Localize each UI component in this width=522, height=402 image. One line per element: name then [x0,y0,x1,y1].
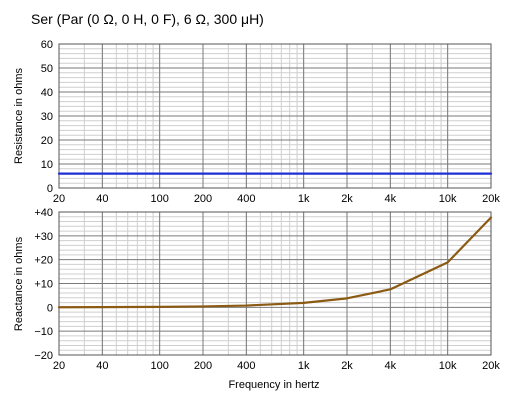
resistance-y-axis-label: Resistance in ohms [13,68,25,164]
y-tick-label: −10 [34,326,53,338]
data-point [490,172,492,175]
reactance-panel: Reactance in ohms −20 −10 0 +10 +20 +30 +40 20 4… [13,207,500,372]
x-tick-label: 100 [150,360,168,372]
x-tick-label: 40 [96,360,108,372]
y-tick-label: 50 [41,63,53,75]
x-tick-label: 20 [53,360,65,372]
x-tick-label: 10k [439,193,457,205]
plot-frame [58,43,492,189]
data-point [490,216,492,219]
y-tick-label: 0 [47,183,53,195]
x-tick-label: 2k [341,193,353,205]
y-tick-label: +40 [34,207,53,219]
series-line [57,216,493,309]
x-tick-label: 200 [194,193,212,205]
data-point [389,172,392,175]
x-tick-label: 4k [385,360,397,372]
x-tick-label: 100 [150,193,168,205]
y-tick-label: 30 [41,111,53,123]
reactance-y-axis-label: Reactance in ohms [13,236,25,331]
y-tick-label: 20 [41,135,53,147]
x-tick-label: 400 [237,193,255,205]
x-axis-label: Frequency in hertz [228,379,319,391]
x-tick-label: 1k [298,360,310,372]
x-tick-label: 20k [482,193,500,205]
x-tick-label: 1k [298,193,310,205]
x-tick-label: 20 [53,193,65,205]
data-point [158,305,161,308]
y-tick-label: 0 [47,302,53,314]
data-point [58,172,60,175]
x-tick-label: 400 [237,360,255,372]
resistance-panel: Resistance in ohms 0 10 20 30 40 50 60 20 40 100 2… [13,39,500,205]
x-tick-label: 20k [482,360,500,372]
data-point [346,172,348,175]
y-tick-label: 10 [41,159,53,171]
data-point [101,306,104,309]
data-point [245,172,248,175]
x-tick-label: 40 [96,193,108,205]
y-tick-label: +10 [34,279,53,291]
data-point [158,172,161,175]
x-tick-label: 2k [341,360,353,372]
data-point [202,305,204,308]
data-point [302,301,305,304]
x-tick-label: 10k [439,360,457,372]
data-point [245,304,248,307]
data-point [202,172,204,175]
chart-title: Ser (Par (0 Ω, 0 H, 0 F), 6 Ω, 300 μH) [31,11,264,27]
plot-frame [58,211,492,356]
y-tick-label: +20 [34,255,53,267]
y-tick-label: 40 [41,87,53,99]
y-tick-label: −20 [34,350,53,362]
x-tick-label: 4k [385,193,397,205]
data-point [101,172,104,175]
data-point [302,172,305,175]
data-point [446,261,449,264]
y-tick-label: 60 [41,39,53,51]
data-point [389,288,392,291]
data-point [446,172,449,175]
data-point [346,297,348,300]
y-tick-label: +30 [34,231,53,243]
x-tick-label: 200 [194,360,212,372]
data-point [58,306,60,309]
